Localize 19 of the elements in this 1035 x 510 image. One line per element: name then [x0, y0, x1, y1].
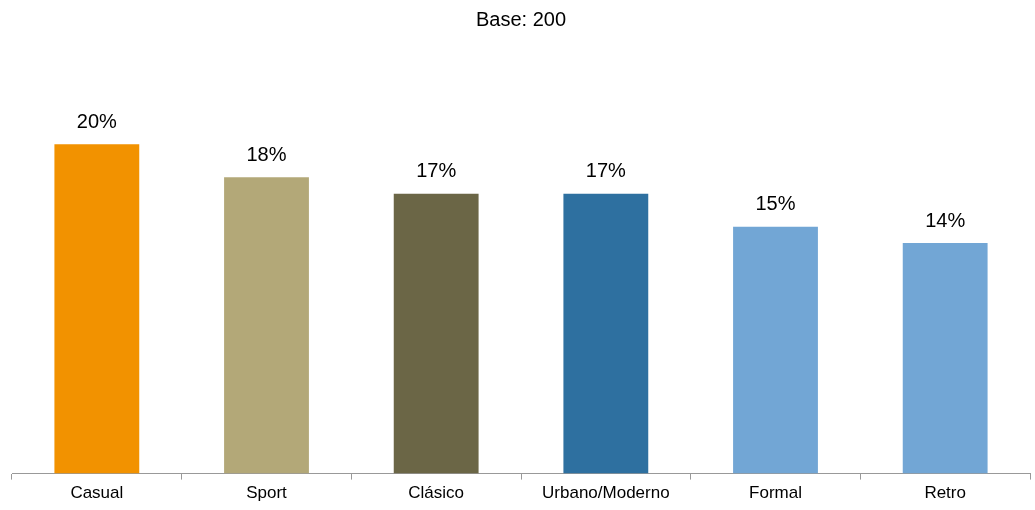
data-label: 15%: [755, 192, 796, 215]
x-tick-label: Retro: [924, 483, 966, 503]
x-tick-label: Urbano/Moderno: [542, 483, 670, 503]
x-tick-label: Clásico: [408, 483, 465, 503]
bar: [393, 193, 479, 474]
data-label: 17%: [416, 159, 457, 182]
bar: [733, 226, 818, 474]
x-tick-label: Formal: [749, 483, 802, 503]
data-label: 20%: [76, 109, 118, 132]
data-label: 18%: [246, 142, 287, 165]
bar: [563, 193, 649, 474]
bar: [54, 144, 140, 474]
x-tick-label: Casual: [70, 483, 124, 503]
x-tick-label: Sport: [246, 483, 288, 503]
bar: [902, 243, 988, 474]
data-label: 17%: [585, 159, 627, 182]
data-label: 14%: [925, 208, 966, 231]
chart-title: Base: 200: [475, 7, 567, 30]
bar: [224, 177, 309, 474]
